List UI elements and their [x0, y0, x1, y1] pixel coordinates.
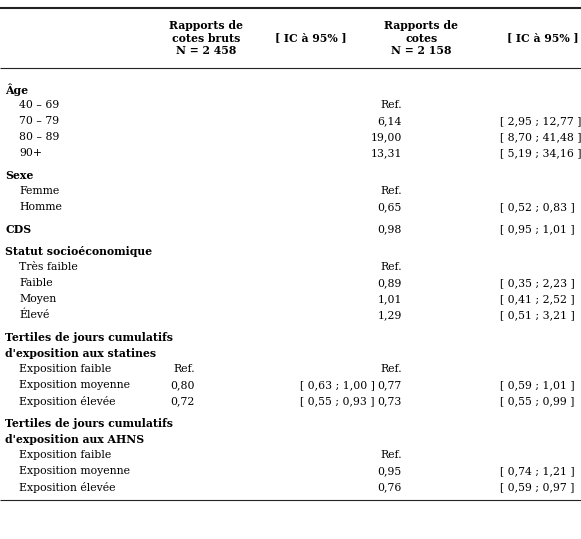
Text: [ 0,95 ; 1,01 ]: [ 0,95 ; 1,01 ] [500, 224, 575, 234]
Text: Ref.: Ref. [381, 100, 402, 110]
Text: 0,73: 0,73 [378, 396, 402, 406]
Text: Élevé: Élevé [19, 310, 49, 321]
Text: 6,14: 6,14 [378, 116, 402, 126]
Text: 13,31: 13,31 [371, 148, 402, 158]
Text: Exposition moyenne: Exposition moyenne [19, 380, 130, 390]
Text: Ref.: Ref. [381, 364, 402, 374]
Text: 19,00: 19,00 [371, 132, 402, 142]
Text: [ 0,55 ; 0,99 ]: [ 0,55 ; 0,99 ] [500, 396, 575, 406]
Text: Exposition moyenne: Exposition moyenne [19, 466, 130, 476]
Text: 1,29: 1,29 [378, 310, 402, 320]
Text: [ 2,95 ; 12,77 ]: [ 2,95 ; 12,77 ] [500, 116, 581, 126]
Text: CDS: CDS [5, 224, 31, 235]
Text: 0,65: 0,65 [378, 202, 402, 212]
Text: [ 0,74 ; 1,21 ]: [ 0,74 ; 1,21 ] [500, 466, 575, 476]
Text: Exposition faible: Exposition faible [19, 450, 111, 460]
Text: [ 0,55 ; 0,93 ]: [ 0,55 ; 0,93 ] [300, 396, 375, 406]
Text: 0,98: 0,98 [378, 224, 402, 234]
Text: [ 0,63 ; 1,00 ]: [ 0,63 ; 1,00 ] [300, 380, 375, 390]
Text: Ref.: Ref. [381, 186, 402, 196]
Text: Exposition élevée: Exposition élevée [19, 482, 116, 493]
Text: 0,76: 0,76 [378, 482, 402, 492]
Text: Faible: Faible [19, 278, 53, 288]
Text: Statut socioéconomique: Statut socioéconomique [5, 246, 152, 257]
Text: d'exposition aux AHNS: d'exposition aux AHNS [5, 434, 144, 445]
Text: 0,77: 0,77 [378, 380, 402, 390]
Text: [ 0,51 ; 3,21 ]: [ 0,51 ; 3,21 ] [500, 310, 575, 320]
Text: [ 0,59 ; 0,97 ]: [ 0,59 ; 0,97 ] [500, 482, 575, 492]
Text: Ref.: Ref. [381, 450, 402, 460]
Text: Sexe: Sexe [5, 170, 33, 181]
Text: Exposition élevée: Exposition élevée [19, 396, 116, 407]
Text: [ 0,52 ; 0,83 ]: [ 0,52 ; 0,83 ] [500, 202, 575, 212]
Text: Très faible: Très faible [19, 262, 78, 272]
Text: d'exposition aux statines: d'exposition aux statines [5, 348, 156, 359]
Text: Exposition faible: Exposition faible [19, 364, 111, 374]
Text: 70 – 79: 70 – 79 [19, 116, 59, 126]
Text: Tertiles de jours cumulatifs: Tertiles de jours cumulatifs [5, 418, 173, 429]
Text: Ref.: Ref. [173, 364, 195, 374]
Text: Femme: Femme [19, 186, 59, 196]
Text: [ 0,35 ; 2,23 ]: [ 0,35 ; 2,23 ] [500, 278, 575, 288]
Text: 40 – 69: 40 – 69 [19, 100, 59, 110]
Text: 0,72: 0,72 [171, 396, 195, 406]
Text: Ref.: Ref. [381, 262, 402, 272]
Text: 1,01: 1,01 [378, 294, 402, 304]
Text: 0,80: 0,80 [170, 380, 195, 390]
Text: Âge: Âge [5, 84, 28, 96]
Text: [ IC à 95% ]: [ IC à 95% ] [507, 32, 579, 44]
Text: 90+: 90+ [19, 148, 42, 158]
Text: [ 0,59 ; 1,01 ]: [ 0,59 ; 1,01 ] [500, 380, 575, 390]
Text: 0,95: 0,95 [378, 466, 402, 476]
Text: Rapports de
cotes
N = 2 158: Rapports de cotes N = 2 158 [384, 20, 458, 56]
Text: Homme: Homme [19, 202, 62, 212]
Text: 80 – 89: 80 – 89 [19, 132, 59, 142]
Text: Moyen: Moyen [19, 294, 56, 304]
Text: 0,89: 0,89 [378, 278, 402, 288]
Text: [ 5,19 ; 34,16 ]: [ 5,19 ; 34,16 ] [500, 148, 581, 158]
Text: Rapports de
cotes bruts
N = 2 458: Rapports de cotes bruts N = 2 458 [169, 20, 243, 56]
Text: [ IC à 95% ]: [ IC à 95% ] [275, 32, 347, 44]
Text: [ 0,41 ; 2,52 ]: [ 0,41 ; 2,52 ] [500, 294, 575, 304]
Text: [ 8,70 ; 41,48 ]: [ 8,70 ; 41,48 ] [500, 132, 581, 142]
Text: Tertiles de jours cumulatifs: Tertiles de jours cumulatifs [5, 332, 173, 343]
